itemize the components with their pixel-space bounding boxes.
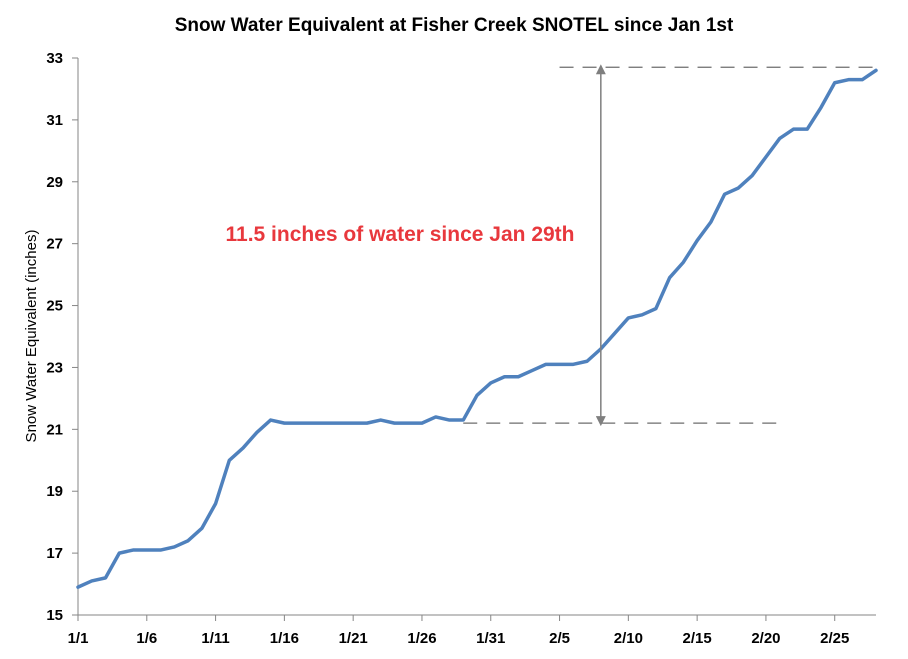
x-tick-label: 1/16 [270,630,299,647]
y-tick-label: 29 [46,174,63,191]
x-tick-label: 1/11 [201,630,229,647]
annotation-text: 11.5 inches of water since Jan 29th [226,223,575,246]
y-axis-ticks: 15 17 19 21 23 25 27 29 31 33 [46,50,78,624]
x-tick-label: 2/5 [549,630,570,647]
y-axis-title: Snow Water Equivalent (inches) [23,230,40,443]
x-tick-label: 2/20 [751,630,780,647]
x-tick-label: 1/6 [136,630,157,647]
x-tick-label: 2/10 [614,630,643,647]
y-tick-label: 15 [46,607,63,624]
reference-lines [463,66,876,424]
x-tick-label: 1/31 [476,630,505,647]
x-tick-label: 1/21 [339,630,368,647]
chart-title: Snow Water Equivalent at Fisher Creek SN… [175,15,734,36]
x-tick-label: 2/15 [683,630,712,647]
y-tick-label: 27 [46,236,63,253]
y-tick-label: 25 [46,298,63,315]
series-group [76,68,878,589]
y-tick-label: 23 [46,359,63,376]
x-tick-label: 1/1 [68,630,89,647]
y-tick-label: 31 [46,112,63,129]
series-line [76,68,878,589]
y-tick-label: 19 [46,483,63,500]
x-axis-ticks: 1/1 1/6 1/11 1/16 1/21 1/26 1/31 2/5 2/10 2/15 2/2… [68,615,849,647]
y-tick-label: 21 [46,421,63,438]
axes [77,58,876,616]
y-tick-label: 17 [46,545,63,562]
y-tick-label: 33 [46,50,63,67]
x-tick-label: 2/25 [820,630,849,647]
x-tick-label: 1/26 [407,630,436,647]
